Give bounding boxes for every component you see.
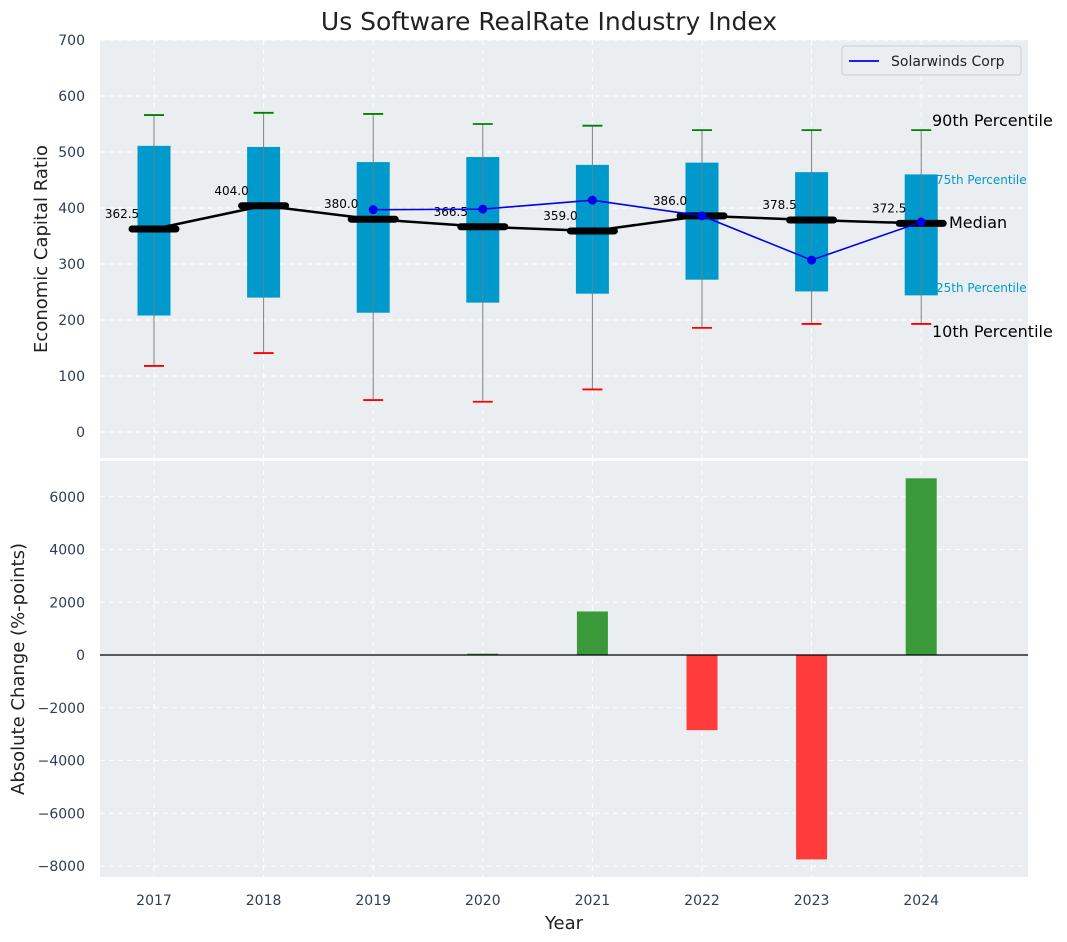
annotation-median: Median xyxy=(949,213,1007,232)
series-point-solarwinds-2021 xyxy=(587,195,597,205)
x-tick-2023: 2023 xyxy=(794,893,830,909)
x-tick-2018: 2018 xyxy=(246,893,282,909)
change-bar-2024 xyxy=(905,478,937,655)
bottom-plot-area xyxy=(100,461,1028,877)
series-point-solarwinds-2019 xyxy=(368,205,378,215)
annotation-10th-percentile: 10th Percentile xyxy=(932,322,1053,341)
change-bar-2022 xyxy=(686,655,718,731)
series-point-solarwinds-2020 xyxy=(478,204,488,214)
median-value-label-2021: 359.0 xyxy=(543,209,577,223)
box-plot-layer: 362.5 404.0 380.0 366.5 359.0 386.0 378.5 372.5 xyxy=(105,111,947,403)
x-axis-label: Year xyxy=(544,913,584,934)
bottom-y-tick-0: −8000 xyxy=(38,859,85,875)
median-value-label-2018: 404.0 xyxy=(214,184,248,198)
annotation-75th-percentile: 75th Percentile xyxy=(936,173,1027,187)
legend: Solarwinds Corp xyxy=(841,45,1022,76)
median-value-label-2022: 386.0 xyxy=(653,194,687,208)
top-y-axis-label: Economic Capital Ratio xyxy=(31,145,52,353)
x-tick-2020: 2020 xyxy=(465,893,501,909)
chart-title: Us Software RealRate Industry Index xyxy=(321,7,777,36)
x-tick-2024: 2024 xyxy=(903,893,939,909)
top-y-tick-500: 500 xyxy=(58,145,85,161)
change-bar-2023 xyxy=(796,655,828,860)
annotation-90th-percentile: 90th Percentile xyxy=(932,111,1053,130)
top-y-tick-700: 700 xyxy=(58,33,85,49)
median-value-label-2024: 372.5 xyxy=(872,201,906,215)
top-y-tick-400: 400 xyxy=(58,201,85,217)
top-y-tick-600: 600 xyxy=(58,89,85,105)
x-tick-2021: 2021 xyxy=(575,893,611,909)
bottom-y-tick-4: 0 xyxy=(76,648,85,664)
top-plot-area xyxy=(100,40,1028,458)
top-y-tick-200: 200 xyxy=(58,313,85,329)
bottom-y-tick-6: 4000 xyxy=(49,543,85,559)
median-value-label-2020: 366.5 xyxy=(434,205,468,219)
top-y-tick-0: 0 xyxy=(76,425,85,441)
median-value-label-2019: 380.0 xyxy=(324,197,358,211)
median-value-label-2023: 378.5 xyxy=(762,198,796,212)
series-line-solarwinds xyxy=(373,199,922,261)
median-value-label-2017: 362.5 xyxy=(105,207,139,221)
series-point-solarwinds-2023 xyxy=(807,255,817,265)
x-tick-2019: 2019 xyxy=(355,893,391,909)
series-point-solarwinds-2022 xyxy=(697,211,707,221)
x-tick-2022: 2022 xyxy=(684,893,720,909)
annotation-25th-percentile: 25th Percentile xyxy=(936,281,1027,295)
bottom-y-tick-3: −2000 xyxy=(38,701,85,717)
top-y-tick-300: 300 xyxy=(58,257,85,273)
bottom-y-tick-2: −4000 xyxy=(38,754,85,770)
series-point-solarwinds-2024 xyxy=(916,217,926,227)
bar-chart-layer xyxy=(100,478,1028,860)
bottom-y-axis-label: Absolute Change (%-points) xyxy=(8,543,29,795)
legend-box xyxy=(841,45,1022,76)
tick-labels: 0 100 200 300 400 500 600 700 −8000 −6000 −4000 −20… xyxy=(38,33,939,909)
x-tick-2017: 2017 xyxy=(136,893,172,909)
change-bar-2021 xyxy=(576,611,608,655)
bottom-y-tick-7: 6000 xyxy=(49,490,85,506)
bottom-y-tick-5: 2000 xyxy=(49,595,85,611)
top-y-tick-100: 100 xyxy=(58,369,85,385)
bottom-y-tick-1: −6000 xyxy=(38,806,85,822)
legend-label-solarwinds: Solarwinds Corp xyxy=(891,54,1005,70)
